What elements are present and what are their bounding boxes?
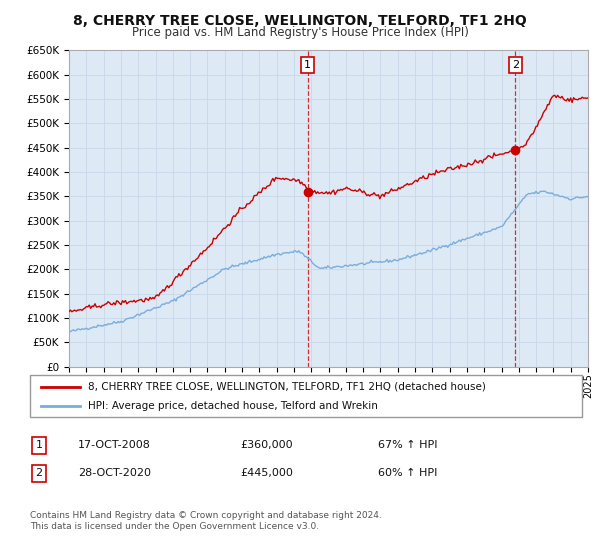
FancyBboxPatch shape xyxy=(30,375,582,417)
Text: 67% ↑ HPI: 67% ↑ HPI xyxy=(378,440,437,450)
Text: 8, CHERRY TREE CLOSE, WELLINGTON, TELFORD, TF1 2HQ: 8, CHERRY TREE CLOSE, WELLINGTON, TELFOR… xyxy=(73,14,527,28)
Text: 2: 2 xyxy=(512,60,519,70)
Text: 1: 1 xyxy=(35,440,43,450)
Text: £360,000: £360,000 xyxy=(240,440,293,450)
Text: Contains HM Land Registry data © Crown copyright and database right 2024.: Contains HM Land Registry data © Crown c… xyxy=(30,511,382,520)
Text: 60% ↑ HPI: 60% ↑ HPI xyxy=(378,468,437,478)
Text: 8, CHERRY TREE CLOSE, WELLINGTON, TELFORD, TF1 2HQ (detached house): 8, CHERRY TREE CLOSE, WELLINGTON, TELFOR… xyxy=(88,381,486,391)
Text: This data is licensed under the Open Government Licence v3.0.: This data is licensed under the Open Gov… xyxy=(30,522,319,531)
Text: 17-OCT-2008: 17-OCT-2008 xyxy=(78,440,151,450)
Text: 1: 1 xyxy=(304,60,311,70)
Text: 28-OCT-2020: 28-OCT-2020 xyxy=(78,468,151,478)
Text: £445,000: £445,000 xyxy=(240,468,293,478)
Text: 2: 2 xyxy=(35,468,43,478)
Text: Price paid vs. HM Land Registry's House Price Index (HPI): Price paid vs. HM Land Registry's House … xyxy=(131,26,469,39)
Text: HPI: Average price, detached house, Telford and Wrekin: HPI: Average price, detached house, Telf… xyxy=(88,401,378,411)
